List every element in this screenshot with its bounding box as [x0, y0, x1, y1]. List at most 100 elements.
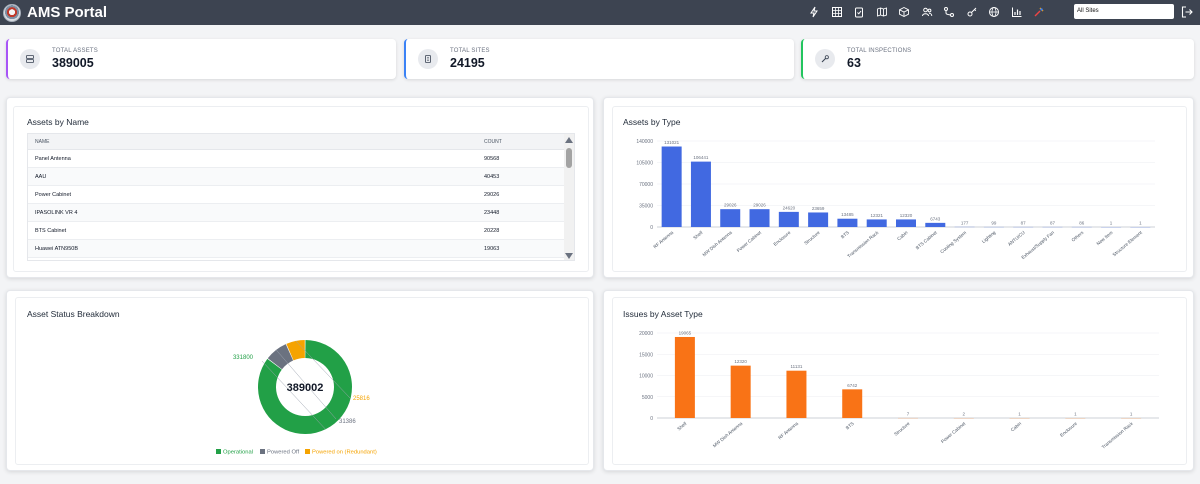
- bar-value-label: 1: [1110, 220, 1113, 225]
- x-tick-label: Shelf: [676, 420, 688, 431]
- scroll-thumb[interactable]: [566, 148, 572, 168]
- x-tick-label: Shelf: [692, 229, 704, 240]
- cell-count: 20228: [484, 227, 500, 234]
- bar: [896, 219, 916, 227]
- kpi-value: 389005: [52, 56, 94, 70]
- y-tick-label: 105000: [636, 161, 653, 167]
- issues-by-type-chart: 0 5000 10000 15000 20000 19065 Shelf 12320 MW Di…: [639, 330, 1159, 450]
- card-assets-by-type: Assets by Type 0 35000 70000 105000 140000 13…: [603, 97, 1194, 278]
- wrench-icon: [815, 49, 835, 69]
- x-tick-label: Cabin: [896, 230, 909, 242]
- slice-value-label: 331800: [233, 355, 254, 361]
- top-bar: AMS Portal: [0, 0, 1200, 25]
- map-icon[interactable]: [871, 4, 893, 20]
- kpi-value: 24195: [450, 56, 485, 70]
- box-icon[interactable]: [893, 4, 915, 20]
- table-row: Panel Antenna 90568: [28, 150, 574, 168]
- donut-slice: [286, 340, 305, 361]
- y-tick-label: 35000: [639, 204, 653, 210]
- card-title: Asset Status Breakdown: [27, 309, 120, 319]
- table-row: BTS Cabinet 20228: [28, 222, 574, 240]
- scroll-up-icon[interactable]: [565, 137, 573, 143]
- users-icon[interactable]: [916, 4, 938, 20]
- x-tick-label: Transmission Rack: [846, 229, 880, 258]
- x-tick-label: Enclosure: [1059, 421, 1078, 438]
- y-tick-label: 140000: [636, 139, 653, 145]
- x-tick-label: MW Dish Antenna: [702, 230, 734, 258]
- card-title: Issues by Asset Type: [623, 309, 703, 319]
- bar: [808, 212, 829, 227]
- bar-value-label: 1: [1018, 411, 1021, 416]
- x-tick-label: RF Antenna: [777, 421, 799, 441]
- key-icon[interactable]: [961, 4, 983, 20]
- bar-chart-icon[interactable]: [1006, 4, 1028, 20]
- bar-value-label: 19065: [679, 330, 692, 335]
- x-tick-label: Cooling System: [939, 230, 967, 255]
- cell-name: Power Cabinet: [35, 191, 72, 198]
- nav-icon-bar: [803, 4, 1051, 20]
- y-tick-label: 0: [650, 225, 653, 231]
- card-title: Assets by Type: [623, 117, 681, 127]
- table-row: Huawei ATN950B 19063: [28, 240, 574, 258]
- cell-name: IPASOLINK VR 4: [35, 209, 78, 216]
- site-select[interactable]: All Sites: [1074, 4, 1174, 19]
- bar-value-label: 2: [963, 411, 966, 416]
- table-row: IPASOLINK VR 4 23448: [28, 204, 574, 222]
- app-logo: [3, 3, 21, 22]
- bar-value-label: 11131: [791, 364, 803, 369]
- x-tick-label: Others: [1071, 229, 1085, 242]
- grid-icon[interactable]: [826, 4, 848, 20]
- y-tick-label: 5000: [642, 395, 653, 401]
- cell-count: 29026: [484, 191, 500, 198]
- kpi-label: TOTAL SITES: [450, 48, 490, 54]
- bar-value-label: 1: [1074, 411, 1077, 416]
- bar: [842, 389, 863, 418]
- x-tick-label: Structure: [893, 421, 911, 437]
- x-tick-label: Power Cabinet: [940, 420, 967, 444]
- bar: [730, 365, 751, 418]
- bar: [778, 211, 799, 227]
- bar-value-label: 12320: [734, 359, 747, 364]
- slice-leader-line: [295, 340, 351, 399]
- y-tick-label: 0: [650, 416, 653, 422]
- globe-icon[interactable]: [983, 4, 1005, 20]
- cell-name: AAU: [35, 173, 47, 180]
- route-icon[interactable]: [938, 4, 960, 20]
- scroll-down-icon[interactable]: [565, 253, 573, 259]
- legend-item: Powered on (Redundant): [312, 450, 377, 456]
- x-tick-label: Power Cabinet: [736, 229, 763, 253]
- clipboard-icon[interactable]: [848, 4, 870, 20]
- bolt-icon[interactable]: [803, 4, 825, 20]
- bar-value-label: 86: [1079, 220, 1085, 225]
- x-tick-label: Structure Element: [1112, 229, 1144, 257]
- x-tick-label: BTS Cabinet: [915, 229, 939, 250]
- table-header: NAME COUNT: [28, 134, 574, 150]
- y-tick-label: 15000: [639, 352, 653, 358]
- donut-slice: [267, 344, 294, 370]
- bar-value-label: 87: [1050, 220, 1056, 225]
- legend-swatch: [216, 449, 221, 454]
- cell-count: 40453: [484, 173, 500, 180]
- y-tick-label: 20000: [639, 331, 653, 337]
- slice-value-label: 25816: [353, 396, 370, 402]
- cell-count: 19063: [484, 245, 500, 252]
- tools-icon[interactable]: [1028, 4, 1050, 20]
- x-tick-label: BTS: [845, 421, 855, 431]
- card-asset-status: Asset Status Breakdown 331800 31386 25816 3…: [6, 290, 594, 471]
- x-tick-label: MW Dish Antenna: [712, 421, 744, 449]
- x-tick-label: Enclosure: [773, 230, 792, 247]
- bar: [720, 209, 741, 227]
- slice-leader-line: [261, 360, 326, 430]
- x-tick-label: Transmission Rack: [1101, 420, 1135, 449]
- y-tick-label: 10000: [639, 374, 653, 380]
- table-scrollbar[interactable]: [564, 134, 574, 260]
- bar-value-label: 7: [907, 411, 910, 416]
- logout-icon[interactable]: [1180, 5, 1194, 19]
- kpi-label: TOTAL INSPECTIONS: [847, 48, 912, 54]
- bar-value-label: 29026: [753, 203, 766, 208]
- cell-count: 90568: [484, 155, 500, 162]
- asset-status-chart: 331800 31386 25816 389002 Operational Powered…: [216, 340, 377, 456]
- bar-value-label: 1: [1139, 220, 1142, 225]
- x-tick-label: ANTU/CU: [1007, 230, 1026, 247]
- bar-value-label: 177: [961, 220, 969, 225]
